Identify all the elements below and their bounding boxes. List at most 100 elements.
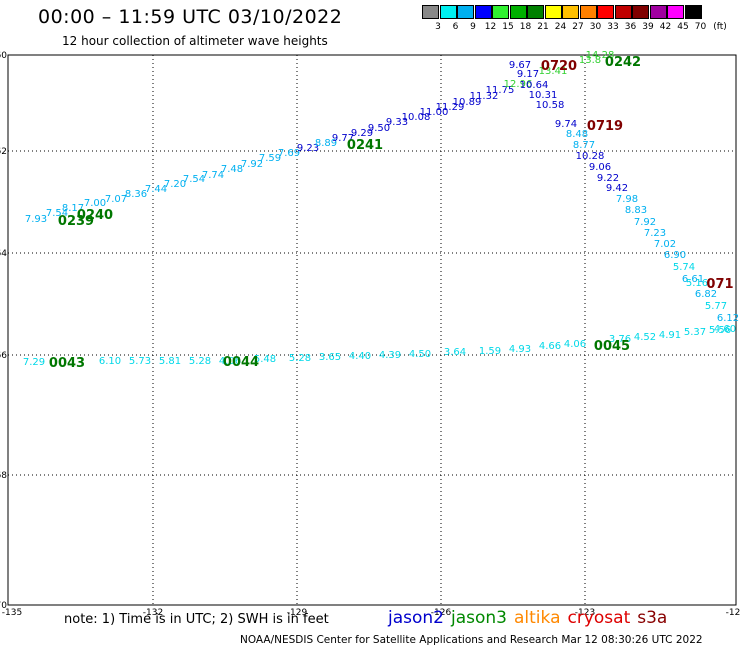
wave-height-label: 8.77 — [573, 140, 595, 151]
wave-height-label: 4.40 — [349, 351, 371, 362]
wave-height-label: 7.07 — [105, 194, 127, 205]
scale-tick-label: 39 — [642, 22, 654, 32]
lon-tick-label: -129 — [287, 608, 308, 618]
wave-height-label: 4.52 — [634, 332, 656, 343]
wave-height-label: 4.06 — [564, 339, 586, 350]
scale-swatch — [457, 5, 474, 19]
scale-tick-label: 33 — [607, 22, 619, 32]
wave-height-label: 9.06 — [589, 162, 611, 173]
scale-tick-label: 70 — [694, 22, 707, 32]
wave-height-label: 6.90 — [664, 250, 686, 261]
scale-tick-label: 27 — [572, 22, 584, 32]
wave-height-label: 7.92 — [241, 159, 263, 170]
wave-height-label: 5.56 — [709, 325, 731, 336]
wave-height-label: 7.02 — [654, 239, 676, 250]
lon-tick-label: -126 — [431, 608, 452, 618]
satellite-legend: jason2 jason3 altika cryosat s3a — [388, 608, 674, 628]
wave-height-label: 10.64 — [520, 80, 549, 91]
wave-height-label: 6.10 — [99, 356, 121, 367]
wave-height-label: 6.61 — [682, 274, 704, 285]
wave-height-label: 7.93 — [25, 214, 47, 225]
legend-altika: altika — [514, 608, 561, 628]
wave-height-label: 10.89 — [453, 97, 482, 108]
wave-height-label: 4.91 — [659, 330, 681, 341]
pass-time-label: 071 — [706, 277, 733, 292]
wave-height-label: 5.28 — [289, 353, 311, 364]
wave-height-label: 9.77 — [332, 133, 354, 144]
wave-height-label: 4.66 — [539, 341, 561, 352]
wave-height-label: 8.83 — [625, 205, 647, 216]
wave-height-label: 10.58 — [536, 100, 565, 111]
scale-swatch — [562, 5, 579, 19]
lon-tick-label: -135 — [2, 608, 22, 618]
scale-swatch — [597, 5, 614, 19]
wave-height-label: 13.41 — [539, 66, 568, 77]
scale-swatch — [544, 5, 562, 19]
lat-tick-label: -62 — [0, 147, 7, 157]
wave-height-label: 7.48 — [221, 164, 243, 175]
wave-height-label: 7.59 — [259, 153, 281, 164]
scale-swatch — [422, 5, 439, 19]
lat-tick-label: -60 — [0, 51, 7, 61]
scale-swatch — [614, 5, 632, 19]
wave-height-label: 14.28 — [586, 50, 615, 61]
wave-height-label: 7.29 — [23, 357, 45, 368]
scale-swatch — [579, 5, 597, 19]
wave-height-label: 5.48 — [254, 354, 276, 365]
wave-height-label: 7.23 — [644, 228, 666, 239]
wave-height-label: 5.37 — [684, 327, 706, 338]
scale-swatch — [527, 5, 544, 19]
lon-tick-label: -123 — [575, 608, 595, 618]
wave-height-label: 7.00 — [84, 198, 106, 209]
wave-height-label: 3.76 — [609, 334, 631, 345]
scale-swatch — [649, 5, 667, 19]
scale-tick-label: 3 — [435, 22, 441, 32]
lat-tick-label: -68 — [0, 471, 7, 481]
wave-height-label: 4.39 — [379, 350, 401, 361]
pass-time-label: 0719 — [587, 119, 623, 134]
wave-height-label: 6.12 — [717, 313, 739, 324]
legend-jason2: jason2 — [388, 608, 444, 628]
wave-height-label: 5.28 — [189, 356, 211, 367]
wave-height-label: 7.92 — [634, 217, 656, 228]
wave-height-label: 4.50 — [409, 349, 431, 360]
wave-height-label: 5.73 — [129, 356, 151, 367]
wave-height-label: 5.81 — [159, 356, 181, 367]
scale-tick-label: 36 — [624, 22, 637, 32]
wave-height-label: 10.08 — [402, 112, 431, 123]
wave-height-label: 5.16 — [686, 278, 708, 289]
scale-unit-label: (ft) — [713, 22, 727, 32]
wave-height-label: 7.69 — [278, 148, 300, 159]
legend-cryosat: cryosat — [567, 608, 631, 628]
scale-tick-label: 30 — [589, 22, 602, 32]
wave-height-label: 10.31 — [529, 90, 558, 101]
wave-height-label: 7.98 — [616, 194, 638, 205]
wave-height-label: 11.00 — [420, 107, 449, 118]
wave-height-label: 4.60 — [714, 324, 736, 335]
wave-height-label: 8.48 — [566, 129, 588, 140]
scale-swatch — [439, 5, 457, 19]
pass-time-label: 0241 — [347, 138, 383, 153]
pass-time-label: 0239 — [58, 214, 94, 229]
wave-height-label: 3.64 — [444, 347, 466, 358]
scale-tick-label: 42 — [659, 22, 672, 32]
wave-height-label: 8.89 — [315, 138, 337, 149]
wave-height-color-scale: 3 6 9 12 15 18 21 24 27 30 33 36 39 42 45 70 (ft) — [422, 5, 727, 35]
pass-time-label: 0043 — [49, 356, 85, 371]
wave-height-label: 9.50 — [368, 123, 390, 134]
wave-height-label: 3.65 — [319, 352, 341, 363]
pass-time-label: 0240 — [77, 208, 113, 223]
wave-height-label: 7.54 — [46, 208, 68, 219]
pass-time-label: 0720 — [541, 59, 577, 74]
pass-time-label: 0045 — [594, 339, 630, 354]
wave-height-label: 13.8 — [579, 55, 601, 66]
wave-height-label: 10.28 — [576, 151, 605, 162]
scale-swatch — [632, 5, 649, 19]
wave-height-label: 9.33 — [386, 117, 408, 128]
lat-tick-label: -66 — [0, 351, 7, 361]
chart-subtitle: 12 hour collection of altimeter wave hei… — [62, 34, 328, 48]
scale-tick-label: 6 — [452, 22, 459, 32]
wave-height-label: 7.44 — [145, 184, 167, 195]
wave-height-label: 11.29 — [436, 102, 465, 113]
